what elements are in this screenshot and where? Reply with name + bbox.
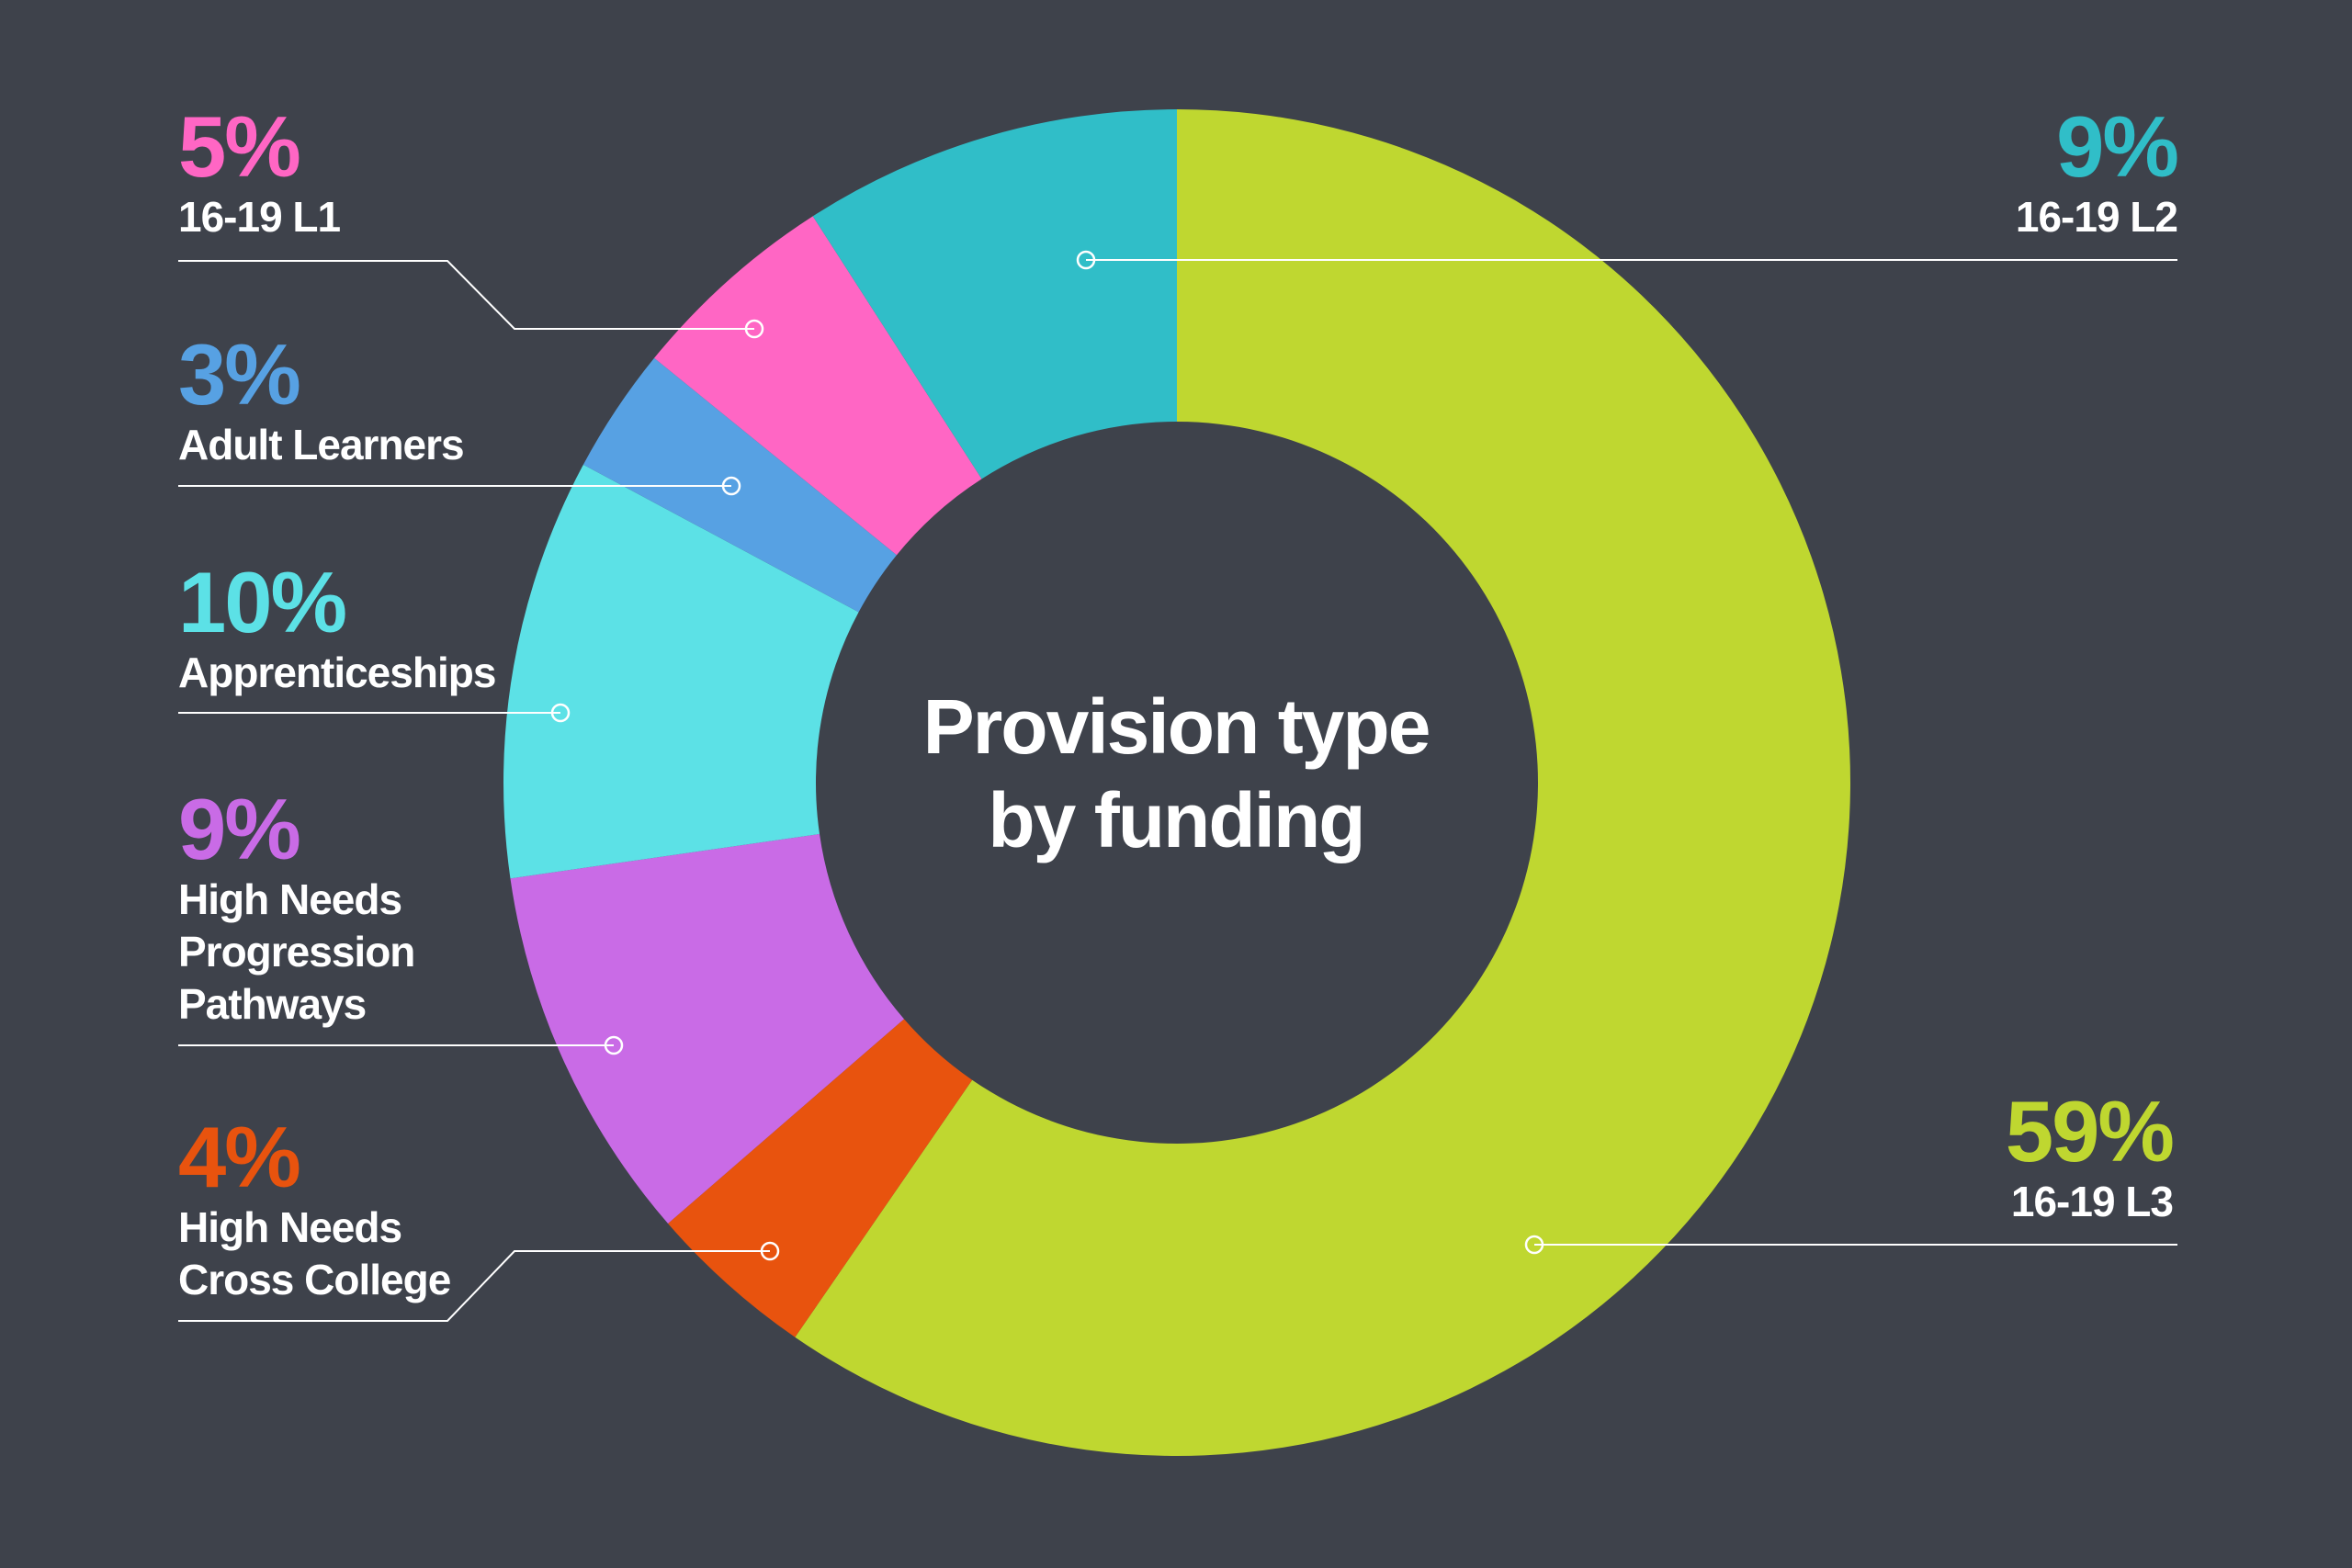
name-16-19-l1: 16-19 L1 bbox=[178, 193, 341, 241]
name-high-needs-progression-pathways: High Needs Progression Pathways bbox=[178, 875, 415, 1028]
label-16-19-l3: 59% 16-19 L3 bbox=[2005, 1083, 2175, 1228]
leader-line-16-19-l1 bbox=[178, 260, 754, 330]
label-high-needs-progression-pathways: 9% High Needs Progression Pathways bbox=[178, 781, 415, 1031]
leader-dot-16-19-l1 bbox=[744, 319, 764, 339]
name-16-19-l2: 16-19 L2 bbox=[2015, 193, 2178, 241]
slice-16-19-l3 bbox=[795, 109, 1850, 1457]
leader-dot-16-19-l2 bbox=[1076, 250, 1096, 270]
leader-dot-apprenticeships bbox=[550, 703, 571, 723]
slice-high-needs-cross-college bbox=[668, 1019, 973, 1337]
slice-16-19-l1 bbox=[654, 216, 982, 556]
leader-dot-adult-learners bbox=[721, 476, 741, 496]
pct-adult-learners: 3% bbox=[178, 326, 301, 423]
leader-dot-16-19-l3 bbox=[1524, 1235, 1544, 1255]
pct-high-needs-cross-college: 4% bbox=[178, 1109, 301, 1205]
pct-16-19-l3: 59% bbox=[2005, 1083, 2175, 1179]
slice-16-19-l2 bbox=[812, 109, 1177, 479]
name-high-needs-cross-college: High Needs Cross College bbox=[178, 1203, 451, 1303]
label-high-needs-cross-college: 4% High Needs Cross College bbox=[178, 1109, 451, 1306]
leader-dot-high-needs-cross-college bbox=[760, 1241, 780, 1261]
pct-16-19-l1: 5% bbox=[178, 98, 301, 195]
pct-16-19-l2: 9% bbox=[2056, 98, 2179, 195]
chart-title: Provision type by funding bbox=[922, 683, 1431, 863]
leader-dot-high-needs-progression-pathways bbox=[604, 1035, 624, 1055]
pct-high-needs-progression-pathways: 9% bbox=[178, 781, 301, 877]
name-adult-learners: Adult Learners bbox=[178, 421, 465, 468]
name-16-19-l3: 16-19 L3 bbox=[2010, 1178, 2174, 1225]
pct-apprenticeships: 10% bbox=[178, 554, 347, 650]
name-apprenticeships: Apprenticeships bbox=[178, 649, 496, 696]
label-apprenticeships: 10% Apprenticeships bbox=[178, 554, 496, 699]
label-16-19-l1: 5% 16-19 L1 bbox=[178, 98, 341, 243]
slice-high-needs-progression-pathways bbox=[510, 833, 904, 1224]
label-adult-learners: 3% Adult Learners bbox=[178, 326, 465, 471]
slice-apprenticeships bbox=[503, 464, 859, 879]
leader-line-high-needs-cross-college bbox=[178, 1250, 770, 1322]
label-16-19-l2: 9% 16-19 L2 bbox=[2015, 98, 2179, 243]
